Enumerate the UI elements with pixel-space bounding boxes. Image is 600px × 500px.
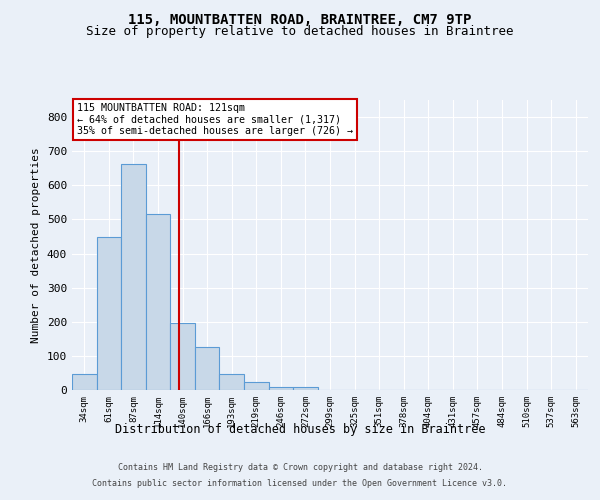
Bar: [269, 386, 293, 390]
Bar: [293, 386, 318, 390]
Bar: [244, 382, 269, 390]
Bar: [121, 164, 146, 390]
Text: Contains public sector information licensed under the Open Government Licence v3: Contains public sector information licen…: [92, 478, 508, 488]
Y-axis label: Number of detached properties: Number of detached properties: [31, 147, 41, 343]
Text: Size of property relative to detached houses in Braintree: Size of property relative to detached ho…: [86, 25, 514, 38]
Text: 115, MOUNTBATTEN ROAD, BRAINTREE, CM7 9TP: 115, MOUNTBATTEN ROAD, BRAINTREE, CM7 9T…: [128, 12, 472, 26]
Bar: [146, 214, 170, 390]
Text: Contains HM Land Registry data © Crown copyright and database right 2024.: Contains HM Land Registry data © Crown c…: [118, 464, 482, 472]
Bar: [72, 374, 97, 390]
Bar: [170, 323, 195, 390]
Text: 115 MOUNTBATTEN ROAD: 121sqm
← 64% of detached houses are smaller (1,317)
35% of: 115 MOUNTBATTEN ROAD: 121sqm ← 64% of de…: [77, 103, 353, 136]
Bar: [195, 348, 220, 390]
Text: Distribution of detached houses by size in Braintree: Distribution of detached houses by size …: [115, 422, 485, 436]
Bar: [220, 374, 244, 390]
Bar: [97, 237, 121, 390]
